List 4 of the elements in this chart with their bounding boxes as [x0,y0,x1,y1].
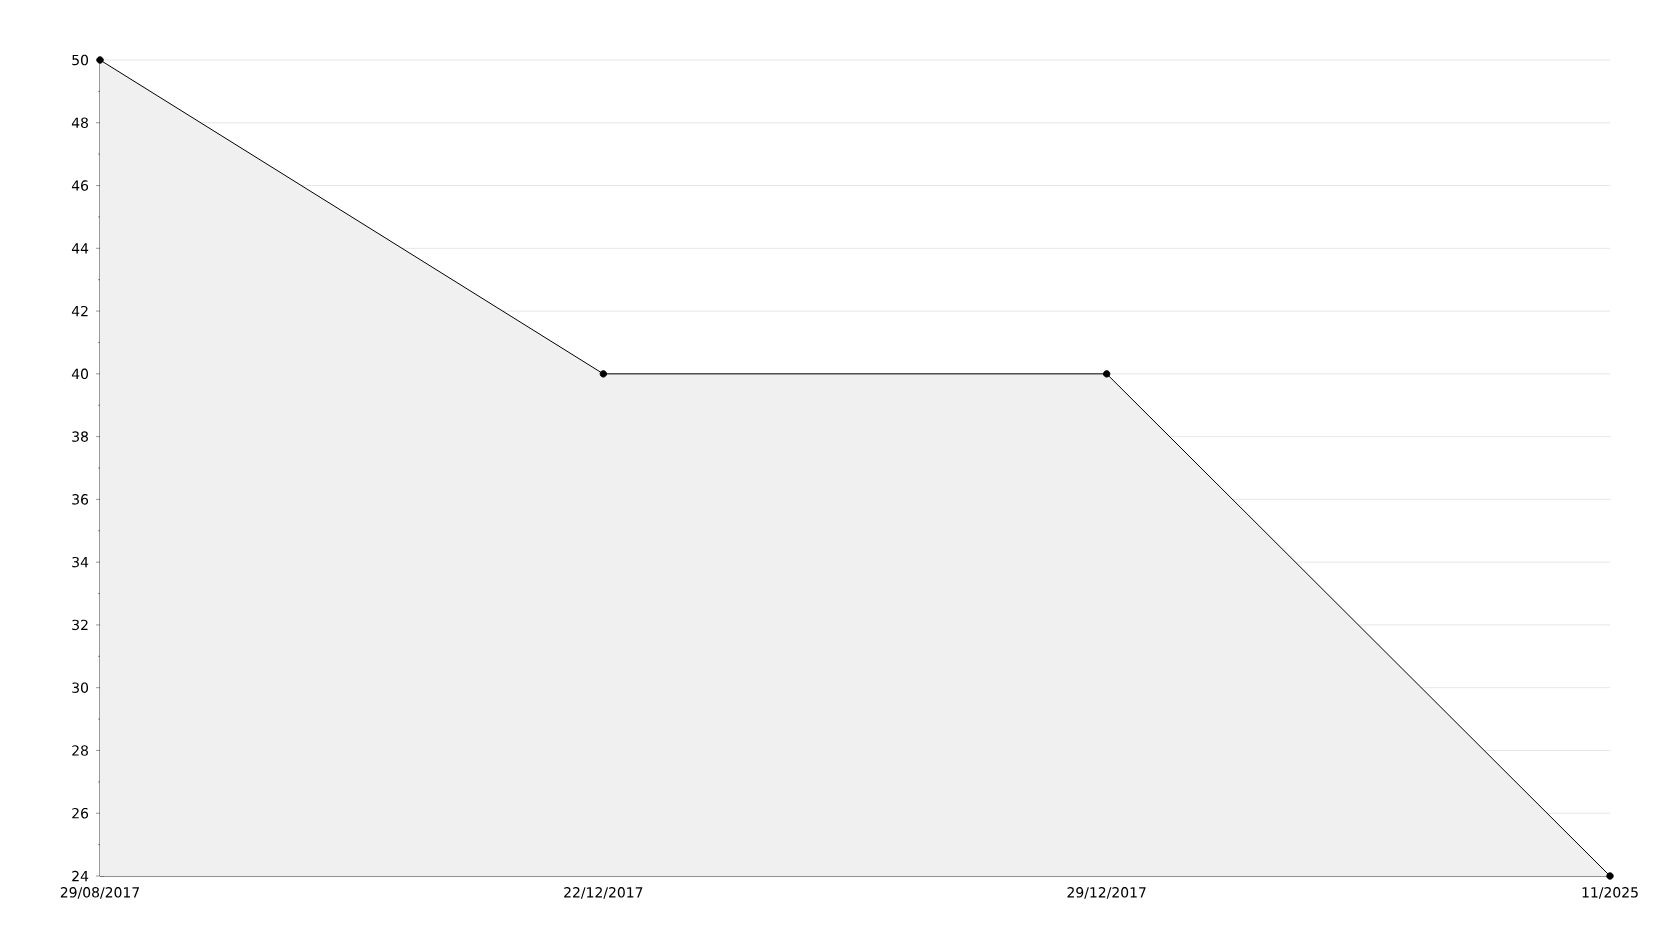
point [96,56,104,64]
point [599,370,608,378]
point [1606,872,1614,880]
point [1102,370,1111,378]
